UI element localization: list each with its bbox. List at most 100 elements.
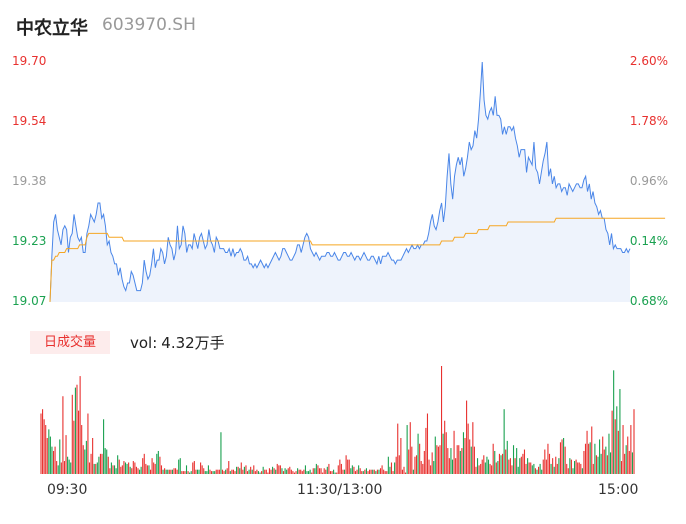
- volume-readout: vol: 4.32万手: [130, 332, 225, 353]
- volume-bar: [351, 465, 353, 474]
- volume-bar: [458, 445, 460, 474]
- volume-bar: [104, 448, 106, 474]
- volume-bar: [422, 463, 424, 474]
- volume-bar: [178, 459, 180, 474]
- volume-bar: [588, 443, 590, 474]
- volume-bar: [279, 465, 281, 474]
- volume-bar: [353, 466, 355, 474]
- volume-bar: [519, 458, 521, 474]
- volume-bar: [211, 471, 213, 474]
- volume-bar: [545, 459, 547, 474]
- volume-bar: [408, 449, 410, 474]
- volume-bar: [358, 465, 360, 474]
- volume-bar: [544, 449, 546, 474]
- volume-bar: [293, 472, 296, 474]
- volume-bar: [442, 433, 444, 474]
- volume-bar: [558, 458, 560, 474]
- volume-bar: [520, 456, 522, 474]
- volume-bar: [329, 471, 332, 474]
- volume-bar: [171, 469, 173, 474]
- volume-bar: [107, 456, 109, 474]
- volume-bar: [467, 423, 469, 474]
- volume-bar: [198, 469, 200, 474]
- volume-bar: [548, 453, 551, 474]
- volume-bar: [308, 471, 310, 474]
- volume-bar: [63, 461, 66, 474]
- volume-bar: [221, 469, 224, 474]
- time-tick-open: 09:30: [47, 482, 88, 498]
- volume-bar: [354, 471, 357, 474]
- volume-bar: [256, 469, 258, 474]
- volume-bar: [512, 445, 515, 474]
- volume-bar: [88, 462, 91, 474]
- volume-bar: [339, 459, 341, 474]
- volume-bar: [444, 420, 446, 474]
- volume-bar: [528, 462, 530, 474]
- volume-bar: [113, 465, 116, 474]
- volume-bar: [196, 469, 199, 474]
- volume-bar: [625, 445, 627, 474]
- volume-bar: [173, 468, 175, 474]
- volume-bar: [595, 455, 597, 474]
- volume-bar: [577, 462, 579, 474]
- volume-bar: [470, 446, 472, 474]
- volume-bar: [412, 469, 414, 474]
- volume-bar: [206, 471, 208, 474]
- volume-bar: [190, 471, 192, 474]
- volume-bar: [461, 448, 463, 474]
- volume-bar: [223, 471, 225, 474]
- volume-bar: [481, 459, 483, 474]
- volume-bar: [290, 469, 292, 474]
- volume-bar: [530, 462, 532, 474]
- volume-bar: [491, 465, 493, 474]
- volume-bar: [257, 471, 260, 474]
- volume-bar: [276, 463, 278, 474]
- volume-bar: [426, 413, 429, 474]
- pct-tick-2: 1.78%: [629, 114, 668, 128]
- volume-bar: [82, 445, 84, 474]
- volume-bar: [574, 461, 576, 474]
- volume-bar: [414, 456, 416, 474]
- volume-bar: [567, 468, 569, 474]
- volume-bar: [387, 456, 389, 474]
- volume-bar: [514, 458, 516, 474]
- volume-bar: [553, 466, 555, 474]
- volume-bar: [583, 450, 585, 474]
- volume-bar: [536, 469, 538, 474]
- volume-bar: [541, 469, 543, 474]
- volume-bar: [365, 468, 367, 474]
- volume-bar: [90, 453, 92, 474]
- volume-bar: [451, 459, 454, 474]
- volume-bar: [192, 462, 194, 474]
- volume-bar: [337, 465, 339, 474]
- daily-volume-tab[interactable]: 日成交量: [30, 331, 110, 354]
- volume-layer: [40, 366, 635, 474]
- volume-bar: [580, 463, 582, 474]
- volume-bar: [278, 465, 280, 474]
- volume-bar: [131, 468, 133, 474]
- stock-name: 中农立华: [16, 18, 88, 39]
- volume-bar: [415, 455, 418, 474]
- volume-bar: [234, 471, 236, 474]
- volume-bar: [112, 465, 114, 474]
- volume-bar: [394, 462, 396, 474]
- volume-bar: [411, 446, 413, 474]
- volume-bar: [456, 445, 458, 474]
- volume-bar: [135, 466, 137, 474]
- volume-bar: [516, 448, 518, 474]
- volume-bar: [386, 471, 388, 474]
- volume-bar: [81, 425, 83, 474]
- volume-bar: [142, 458, 144, 474]
- volume-bar: [156, 453, 158, 474]
- volume-bar: [176, 469, 178, 474]
- volume-bar: [428, 459, 430, 474]
- volume-bar: [289, 466, 291, 474]
- volume-bar: [525, 463, 527, 474]
- volume-bar: [134, 462, 136, 474]
- volume-bar: [317, 465, 319, 474]
- volume-bar: [616, 406, 618, 474]
- volume-bar: [547, 443, 549, 474]
- volume-bar: [599, 439, 601, 474]
- volume-bar: [151, 458, 153, 474]
- volume-bar: [93, 463, 95, 474]
